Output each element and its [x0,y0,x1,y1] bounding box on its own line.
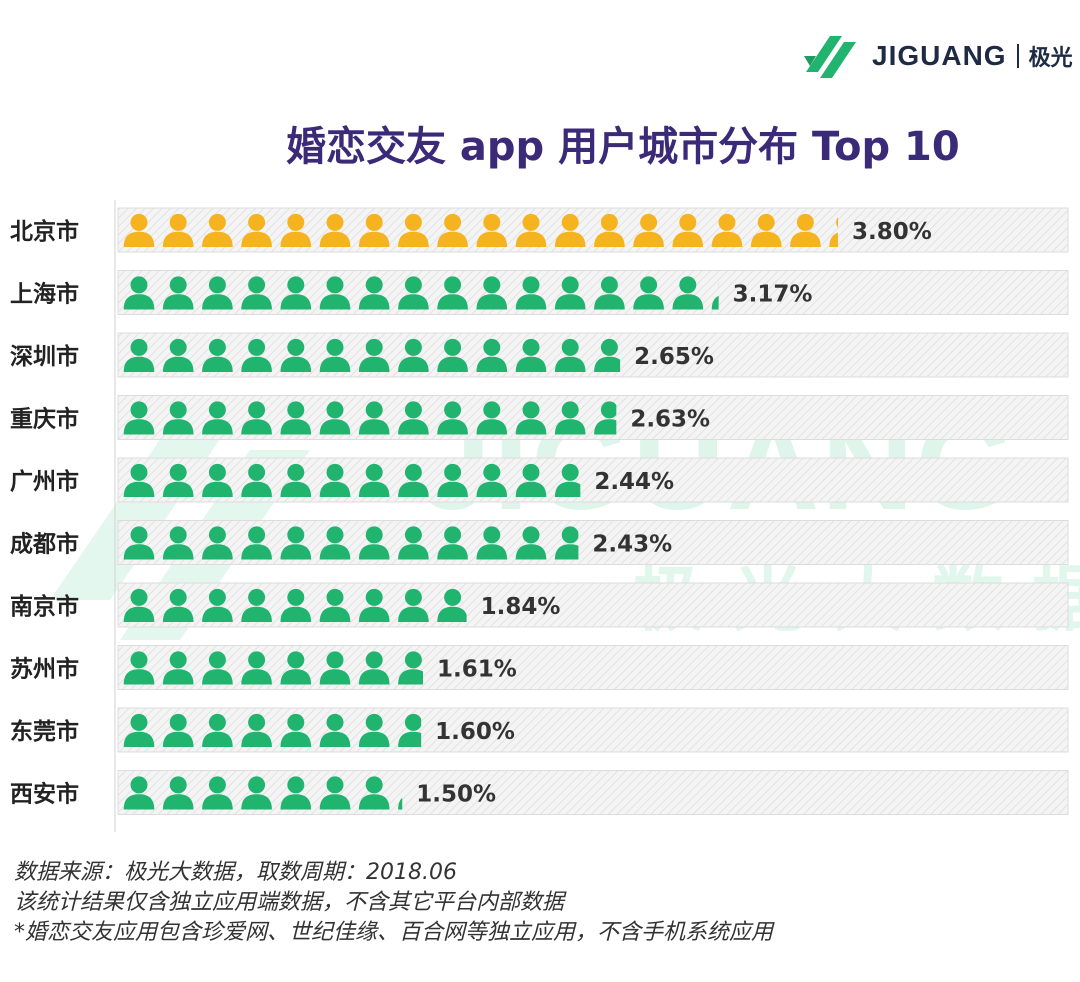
category-label: 苏州市 [10,656,79,683]
value-label: 1.84% [481,594,561,620]
value-label: 1.61% [437,657,517,683]
bar-track [117,332,1069,378]
value-label: 3.80% [852,219,932,245]
category-label: 深圳市 [10,343,79,370]
footnote-scope: 该统计结果仅含独立应用端数据，不含其它平台内部数据 [14,890,565,915]
bar-track [117,520,1069,565]
category-label: 南京市 [10,593,79,620]
value-label: 2.63% [630,407,710,433]
category-label: 成都市 [10,531,79,558]
value-label: 1.50% [416,782,496,808]
footnote-definition: *婚恋交友应用包含珍爱网、世纪佳缘、百合网等独立应用，不含手机系统应用 [14,920,774,945]
brand-logo: JIGUANG 极光 [800,28,1073,84]
bar-track [117,770,1069,815]
bar-track [117,457,1069,503]
bar-track [117,645,1069,690]
value-label: 1.60% [435,719,515,745]
value-label: 2.43% [592,532,672,558]
bar-chart: 北京市 3.80% 上海市 3.17% 深圳市 2.65% 重庆市 2.63% 广州市 2.44%… [10,200,1069,832]
value-label: 3.17% [733,282,813,308]
bar-track [117,582,1069,628]
logo-text: JIGUANG [872,40,1007,71]
bar-track [117,207,1069,253]
footnote-source: 数据来源：极光大数据，取数周期：2018.06 [14,860,457,885]
footnotes: 数据来源：极光大数据，取数周期：2018.06 该统计结果仅含独立应用端数据，不… [14,858,773,948]
category-label: 重庆市 [10,406,79,433]
bar-track [117,270,1069,315]
value-label: 2.65% [634,344,714,370]
value-label: 2.44% [594,469,674,495]
category-label: 东莞市 [10,718,79,745]
category-label: 上海市 [10,281,79,308]
jiguang-logo-icon [804,36,856,78]
bar-track [117,707,1069,753]
logo-cn: 极光 [1028,46,1073,71]
chart-title: 婚恋交友 app 用户城市分布 Top 10 [286,124,960,170]
category-label: 北京市 [10,218,79,245]
category-label: 西安市 [10,781,79,808]
logo-divider [1016,44,1019,68]
category-label: 广州市 [10,468,79,495]
bar-track [117,395,1069,440]
